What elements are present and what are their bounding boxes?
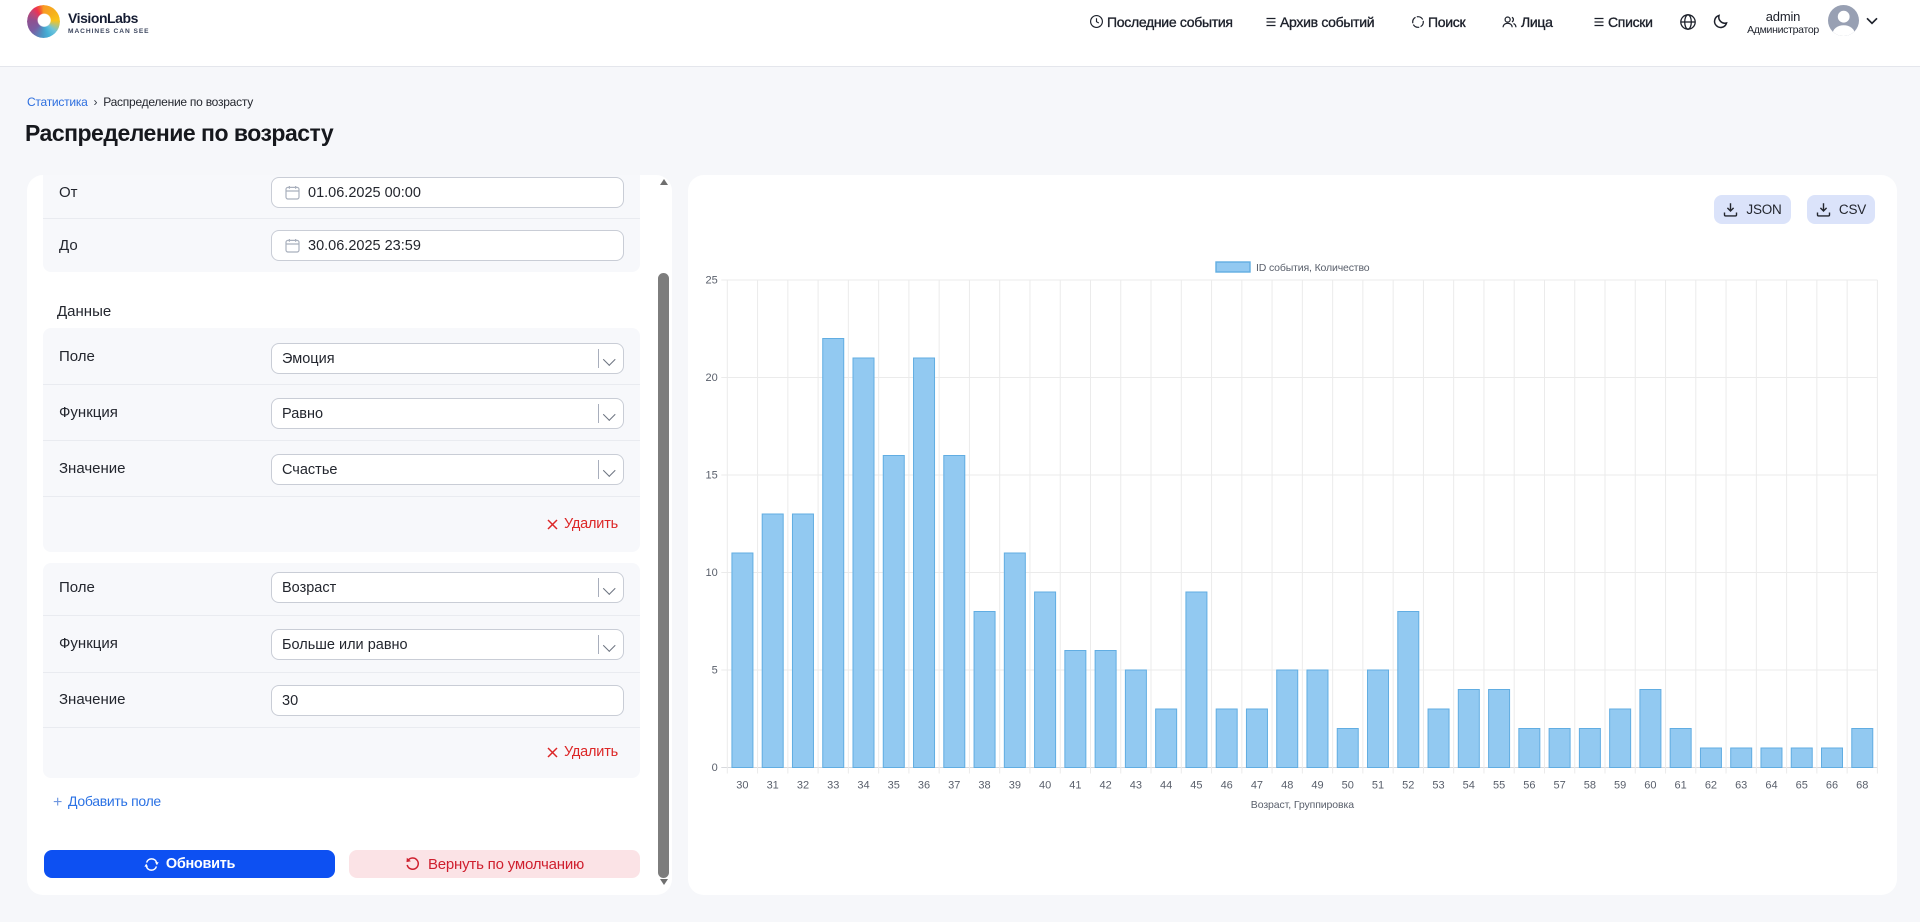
- svg-text:36: 36: [918, 780, 930, 792]
- svg-text:40: 40: [1039, 780, 1051, 792]
- svg-text:57: 57: [1553, 780, 1565, 792]
- svg-text:64: 64: [1765, 780, 1777, 792]
- svg-text:61: 61: [1675, 780, 1687, 792]
- svg-text:46: 46: [1221, 780, 1233, 792]
- svg-text:49: 49: [1311, 780, 1323, 792]
- svg-text:38: 38: [978, 780, 990, 792]
- svg-text:30: 30: [736, 780, 748, 792]
- svg-text:42: 42: [1099, 780, 1111, 792]
- svg-text:60: 60: [1644, 780, 1656, 792]
- svg-text:66: 66: [1826, 780, 1838, 792]
- svg-text:59: 59: [1614, 780, 1626, 792]
- svg-text:47: 47: [1251, 780, 1263, 792]
- svg-text:10: 10: [706, 567, 718, 579]
- svg-text:65: 65: [1796, 780, 1808, 792]
- svg-text:45: 45: [1190, 780, 1202, 792]
- svg-text:35: 35: [888, 780, 900, 792]
- svg-text:55: 55: [1493, 780, 1505, 792]
- svg-text:52: 52: [1402, 780, 1414, 792]
- svg-text:0: 0: [712, 762, 718, 774]
- svg-text:41: 41: [1069, 780, 1081, 792]
- svg-text:37: 37: [948, 780, 960, 792]
- svg-text:33: 33: [827, 780, 839, 792]
- svg-text:51: 51: [1372, 780, 1384, 792]
- svg-text:31: 31: [767, 780, 779, 792]
- svg-text:39: 39: [1009, 780, 1021, 792]
- svg-text:20: 20: [706, 372, 718, 384]
- svg-text:58: 58: [1584, 780, 1596, 792]
- svg-text:50: 50: [1342, 780, 1354, 792]
- svg-text:15: 15: [706, 470, 718, 482]
- svg-text:68: 68: [1856, 780, 1868, 792]
- svg-text:48: 48: [1281, 780, 1293, 792]
- svg-text:34: 34: [857, 780, 869, 792]
- svg-text:53: 53: [1432, 780, 1444, 792]
- svg-text:56: 56: [1523, 780, 1535, 792]
- svg-text:54: 54: [1463, 780, 1475, 792]
- svg-text:ID события, Количество: ID события, Количество: [1256, 262, 1370, 274]
- svg-text:25: 25: [706, 275, 718, 287]
- svg-text:62: 62: [1705, 780, 1717, 792]
- svg-text:63: 63: [1735, 780, 1747, 792]
- svg-text:32: 32: [797, 780, 809, 792]
- svg-text:5: 5: [712, 665, 718, 677]
- svg-text:43: 43: [1130, 780, 1142, 792]
- svg-text:44: 44: [1160, 780, 1172, 792]
- svg-text:Возраст, Группировка: Возраст, Группировка: [1251, 799, 1354, 811]
